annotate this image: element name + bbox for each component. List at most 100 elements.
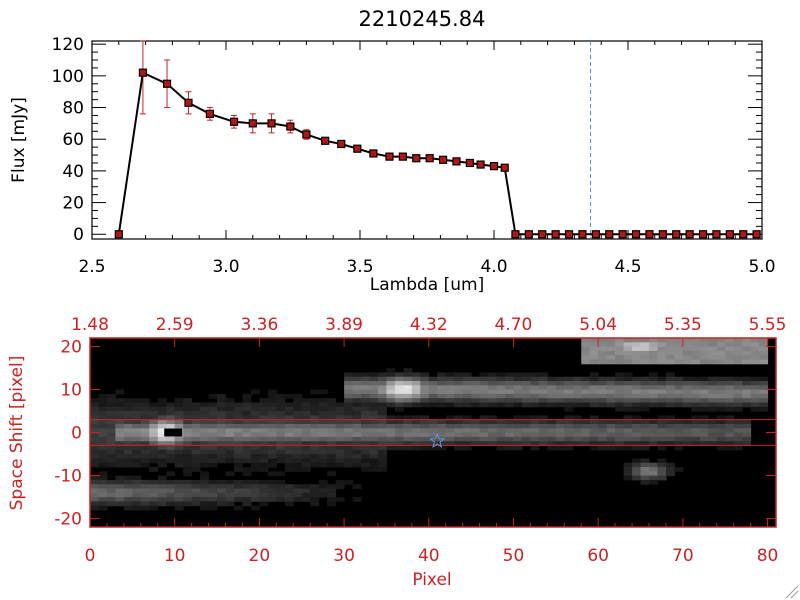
image-pixel [301, 428, 311, 434]
image-pixel [606, 445, 616, 451]
image-pixel [242, 419, 252, 425]
image-pixel [242, 441, 252, 446]
image-pixel [649, 467, 658, 472]
image-pixel [496, 389, 506, 395]
image-pixel [267, 411, 277, 416]
image-pixel [496, 441, 506, 446]
image-pixel [420, 445, 430, 451]
image-pixel [632, 393, 642, 399]
image-pixel [90, 484, 99, 489]
data-point [267, 119, 276, 128]
image-pixel [200, 471, 210, 477]
image-pixel [123, 419, 133, 425]
image-pixel [649, 393, 658, 399]
image-pixel [335, 424, 345, 429]
image-pixel [361, 458, 371, 464]
image-pixel [98, 505, 108, 511]
image-pixel [674, 402, 684, 408]
image-pixel [411, 398, 421, 403]
image-pixel [445, 376, 455, 382]
image-pixel [530, 432, 540, 438]
image-pixel [369, 398, 379, 403]
image-pixel [691, 389, 701, 395]
image-pixel [242, 458, 252, 464]
image-pixel [386, 432, 396, 438]
image-pixel [233, 441, 243, 446]
image-pixel [250, 402, 260, 408]
resize-grip-icon[interactable] [785, 585, 799, 599]
image-pixel [242, 406, 252, 412]
image-pixel [276, 428, 286, 434]
image-pixel [166, 458, 176, 464]
image-pixel [649, 428, 658, 434]
image-pixel [369, 411, 379, 416]
image-pixel [157, 497, 167, 502]
image-pixel [411, 385, 421, 391]
image-pixel [403, 424, 413, 429]
image-pixel [538, 398, 548, 403]
image-pixel [149, 467, 159, 472]
image-pixel [437, 389, 447, 395]
image-pixel [386, 398, 396, 403]
image-pixel [598, 436, 608, 442]
image-pixel [716, 419, 726, 425]
image-pixel [157, 441, 167, 446]
image-pixel [115, 449, 125, 455]
image-pixel [699, 381, 709, 386]
image-pixel [318, 424, 328, 429]
image-pixel [242, 501, 252, 507]
image-pixel [657, 432, 667, 438]
image-pixel [649, 436, 658, 442]
image-pixel [123, 497, 133, 502]
image-pixel [106, 492, 116, 498]
image-ticks: 01.48102.59203.36303.89404.32504.70605.0… [54, 315, 786, 566]
image-pixel [208, 428, 218, 434]
image-pixel [505, 402, 514, 408]
image-pixel [674, 385, 684, 391]
image-pixel [445, 385, 455, 391]
image-pixel [521, 389, 531, 395]
image-pixel [217, 419, 227, 425]
image-pixel [649, 355, 658, 360]
image-pixel [640, 342, 650, 348]
image-pixel [98, 501, 108, 507]
image-pixel [640, 376, 650, 382]
data-point [205, 109, 215, 118]
image-pixel [217, 415, 227, 421]
image-pixel [538, 432, 548, 438]
image-pixel [140, 479, 150, 485]
image-pixel [699, 398, 709, 403]
image-pixel [208, 402, 218, 408]
image-pixel [106, 445, 116, 451]
image-pixel [310, 428, 320, 434]
image-pixel [191, 441, 201, 446]
image-pixel [183, 454, 193, 459]
image-pixel [276, 432, 286, 438]
image-pixel [250, 415, 260, 421]
image-pixel [521, 372, 531, 378]
image-pixel [267, 462, 277, 468]
image-pixel [183, 445, 193, 451]
image-pixel [564, 445, 574, 451]
image-pixel [377, 419, 387, 425]
image-pixel [513, 415, 523, 421]
image-pixel [513, 436, 523, 442]
image-pixel [742, 424, 752, 429]
image-pixel [479, 381, 489, 386]
image-pixel [725, 359, 735, 365]
image-pixel [259, 402, 269, 408]
image-pixel [344, 385, 354, 391]
image-pixel [123, 458, 133, 464]
image-pixel [691, 428, 701, 434]
image-pixel [250, 449, 260, 455]
image-pixel [598, 381, 608, 386]
image-pixel [276, 488, 286, 494]
image-pixel [250, 424, 260, 429]
image-pixel [394, 445, 404, 451]
image-pixel [572, 419, 582, 425]
image-pixel [276, 479, 286, 485]
data-point [286, 122, 295, 131]
image-pixel [657, 385, 667, 391]
image-pixel [267, 445, 277, 451]
image-pixel [208, 488, 218, 494]
